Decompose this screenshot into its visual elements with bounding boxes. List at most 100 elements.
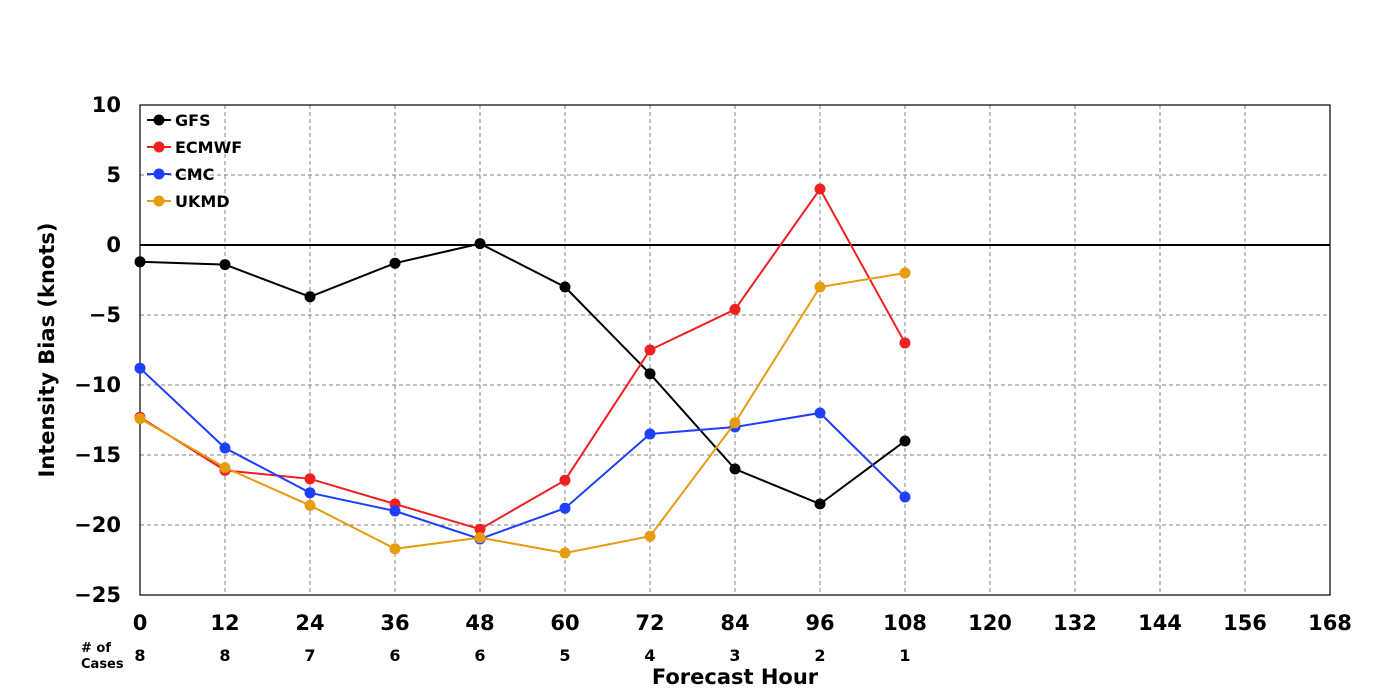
data-point-gfs — [474, 238, 486, 250]
x-tick-label: 84 — [720, 611, 749, 635]
case-count-label: 4 — [644, 646, 655, 665]
legend-item-cmc: CMC — [147, 165, 214, 184]
case-count-label: 5 — [559, 646, 570, 665]
case-count-label: 6 — [389, 646, 400, 665]
data-point-ecmwf — [304, 473, 316, 485]
series-cmc — [134, 362, 911, 545]
data-point-cmc — [134, 362, 146, 374]
legend-item-ukmd: UKMD — [147, 192, 230, 211]
case-count-label: 1 — [899, 646, 910, 665]
legend-label: ECMWF — [175, 138, 242, 157]
x-tick-label: 36 — [380, 611, 409, 635]
y-tick-label: 5 — [106, 163, 121, 187]
data-point-gfs — [644, 368, 656, 380]
cases-row: # of Cases 8 8 7 6 6 5 4 3 2 1 — [81, 641, 911, 672]
data-point-cmc — [644, 428, 656, 440]
x-tick-label: 24 — [295, 611, 324, 635]
series-layer — [134, 183, 911, 559]
data-point-ukmd — [644, 530, 656, 542]
series-line-gfs — [139, 242, 906, 506]
plot-frame — [139, 104, 1331, 596]
data-point-ukmd — [134, 413, 146, 425]
series-line-ecmwf — [139, 187, 906, 531]
legend-label: GFS — [175, 111, 211, 130]
data-point-gfs — [729, 463, 741, 475]
series-line-cmc — [139, 367, 906, 541]
x-tick-label: 48 — [465, 611, 494, 635]
grid-lines — [140, 105, 1330, 595]
x-tick-label: 72 — [635, 611, 664, 635]
data-point-ecmwf — [899, 337, 911, 349]
data-point-gfs — [134, 256, 146, 268]
data-point-ecmwf — [814, 183, 826, 195]
legend-item-gfs: GFS — [147, 111, 211, 130]
data-point-gfs — [559, 281, 571, 293]
data-point-gfs — [219, 259, 231, 271]
data-point-cmc — [219, 442, 231, 454]
data-point-ecmwf — [559, 474, 571, 486]
legend-swatch-marker — [153, 168, 165, 180]
x-tick-label: 156 — [1223, 611, 1267, 635]
x-tick-labels: 0 12 24 36 48 60 72 84 96 108 120 132 144 156 168 — [133, 611, 1352, 635]
x-tick-label: 132 — [1053, 611, 1097, 635]
y-tick-label: −20 — [74, 513, 121, 537]
legend-swatch-marker — [153, 141, 165, 153]
legend-swatch-marker — [153, 195, 165, 207]
series-line-ukmd — [139, 272, 906, 555]
series-ecmwf — [134, 183, 911, 535]
cases-title-line1: # of — [81, 641, 111, 656]
data-point-gfs — [304, 291, 316, 303]
x-tick-label: 108 — [883, 611, 927, 635]
x-tick-label: 60 — [550, 611, 579, 635]
y-axis-title: Intensity Bias (knots) — [35, 223, 59, 478]
cases-title-line2: Cases — [81, 657, 124, 672]
data-point-ukmd — [304, 499, 316, 511]
x-tick-label: 0 — [133, 611, 148, 635]
x-tick-label: 96 — [805, 611, 834, 635]
legend: GFS ECMWF CMC UKMD — [147, 111, 242, 211]
data-point-ukmd — [729, 417, 741, 429]
case-count-label: 8 — [134, 646, 145, 665]
data-point-cmc — [899, 491, 911, 503]
x-tick-label: 144 — [1138, 611, 1182, 635]
data-point-cmc — [389, 505, 401, 517]
y-tick-label: −10 — [74, 373, 121, 397]
data-point-gfs — [814, 498, 826, 510]
data-point-cmc — [814, 407, 826, 419]
data-point-ukmd — [814, 281, 826, 293]
x-tick-label: 120 — [968, 611, 1012, 635]
data-point-ukmd — [899, 267, 911, 279]
x-tick-label: 168 — [1308, 611, 1352, 635]
legend-label: CMC — [175, 165, 214, 184]
y-tick-labels: 10 5 0 −5 −10 −15 −20 −25 — [74, 93, 121, 607]
legend-swatch-marker — [153, 114, 165, 126]
case-count-label: 2 — [814, 646, 825, 665]
data-point-cmc — [304, 487, 316, 499]
data-point-ecmwf — [474, 523, 486, 535]
y-tick-label: −5 — [89, 303, 121, 327]
y-tick-label: −25 — [74, 583, 121, 607]
data-point-ukmd — [389, 543, 401, 555]
data-point-ukmd — [559, 547, 571, 559]
case-count-label: 6 — [474, 646, 485, 665]
x-axis-title: Forecast Hour — [652, 665, 819, 689]
data-point-ecmwf — [644, 344, 656, 356]
series-gfs — [134, 238, 911, 510]
case-count-label: 7 — [304, 646, 315, 665]
legend-item-ecmwf: ECMWF — [147, 138, 242, 157]
y-tick-label: −15 — [74, 443, 121, 467]
case-count-label: 8 — [219, 646, 230, 665]
data-point-gfs — [899, 435, 911, 447]
x-tick-label: 12 — [210, 611, 239, 635]
case-count-label: 3 — [729, 646, 740, 665]
y-tick-label: 0 — [106, 233, 121, 257]
data-point-ukmd — [474, 532, 486, 544]
series-ukmd — [134, 267, 911, 559]
data-point-gfs — [389, 257, 401, 269]
data-point-ecmwf — [729, 303, 741, 315]
data-point-ukmd — [219, 462, 231, 474]
y-tick-label: 10 — [92, 93, 121, 117]
data-point-cmc — [559, 502, 571, 514]
legend-label: UKMD — [175, 192, 230, 211]
